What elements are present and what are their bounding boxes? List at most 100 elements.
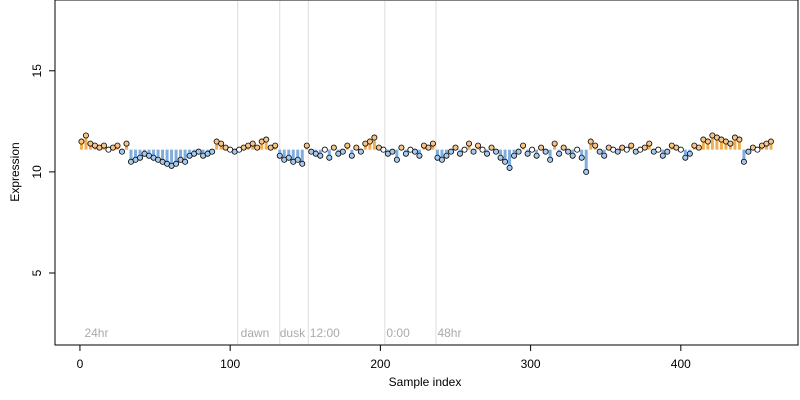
data-point — [641, 144, 648, 151]
data-point — [529, 146, 536, 153]
data-point — [479, 146, 486, 153]
data-point — [425, 144, 432, 151]
data-point — [443, 152, 450, 159]
x-tick-label: 100 — [220, 357, 240, 371]
data-point — [502, 158, 509, 165]
data-point — [677, 146, 684, 153]
data-point — [695, 144, 702, 151]
data-point — [339, 148, 346, 155]
data-point — [596, 148, 603, 155]
data-point — [524, 150, 531, 157]
y-tick-label: 10 — [30, 165, 44, 179]
data-point — [294, 156, 301, 163]
data-point — [736, 136, 743, 143]
data-point — [348, 152, 355, 159]
data-point — [583, 168, 590, 175]
data-point — [461, 146, 468, 153]
data-point — [664, 148, 671, 155]
annotation: 12:00 — [310, 326, 340, 340]
data-point — [470, 148, 477, 155]
data-point — [574, 146, 581, 153]
data-point — [547, 156, 554, 163]
data-point — [745, 148, 752, 155]
data-point — [493, 148, 500, 155]
data-point — [173, 160, 180, 167]
data-point — [263, 136, 270, 143]
data-point — [497, 154, 504, 161]
data-point — [272, 142, 279, 149]
data-point — [285, 154, 292, 161]
data-point — [565, 148, 572, 155]
annotation: 48hr — [437, 326, 461, 340]
data-point — [118, 148, 125, 155]
data-point — [628, 142, 635, 149]
data-point — [466, 140, 473, 147]
data-point — [551, 140, 558, 147]
data-point — [317, 152, 324, 159]
data-point — [254, 144, 261, 151]
data-point — [393, 156, 400, 163]
data-point — [587, 138, 594, 145]
annotation: 24hr — [84, 326, 108, 340]
data-point — [659, 152, 666, 159]
data-point — [411, 148, 418, 155]
x-tick-label: 200 — [370, 357, 390, 371]
data-point — [114, 142, 121, 149]
data-point — [704, 138, 711, 145]
data-point — [655, 146, 662, 153]
data-point — [556, 150, 563, 157]
data-point — [578, 154, 585, 161]
data-point — [484, 150, 491, 157]
data-point — [646, 140, 653, 147]
data-point — [533, 152, 540, 159]
data-point — [511, 152, 518, 159]
data-point — [195, 148, 202, 155]
data-point — [299, 160, 306, 167]
x-axis-label: Sample index — [389, 375, 462, 389]
data-point — [137, 154, 144, 161]
data-point — [447, 148, 454, 155]
data-point — [614, 148, 621, 155]
x-tick-label: 0 — [77, 357, 84, 371]
annotation: dawn — [241, 326, 270, 340]
data-point — [686, 150, 693, 157]
data-point — [326, 154, 333, 161]
x-tick-label: 400 — [671, 357, 691, 371]
data-point — [767, 138, 774, 145]
data-point — [78, 138, 85, 145]
data-point — [303, 142, 310, 149]
data-point — [344, 142, 351, 149]
data-point — [452, 144, 459, 151]
plot-box — [54, 0, 799, 346]
data-point — [560, 144, 567, 151]
data-point — [380, 146, 387, 153]
x-tick-label: 300 — [521, 357, 541, 371]
data-point — [402, 150, 409, 157]
data-point — [438, 156, 445, 163]
data-point — [218, 140, 225, 147]
data-point — [276, 152, 283, 159]
data-point — [456, 150, 463, 157]
data-point — [357, 148, 364, 155]
data-point — [601, 152, 608, 159]
y-tick-label: 5 — [30, 269, 44, 276]
data-point — [538, 144, 545, 151]
data-point — [398, 144, 405, 151]
data-point — [727, 140, 734, 147]
data-point — [82, 132, 89, 139]
data-point — [682, 154, 689, 161]
data-point — [520, 142, 527, 149]
y-tick-label: 15 — [30, 64, 44, 78]
data-point — [740, 158, 747, 165]
data-point — [429, 140, 436, 147]
annotation: 0:00 — [386, 326, 410, 340]
data-point — [515, 148, 522, 155]
data-point — [371, 134, 378, 141]
data-point — [389, 148, 396, 155]
data-point — [475, 142, 482, 149]
data-point — [100, 142, 107, 149]
y-axis-label: Expression — [8, 142, 22, 201]
data-point — [488, 144, 495, 151]
data-point — [209, 148, 216, 155]
